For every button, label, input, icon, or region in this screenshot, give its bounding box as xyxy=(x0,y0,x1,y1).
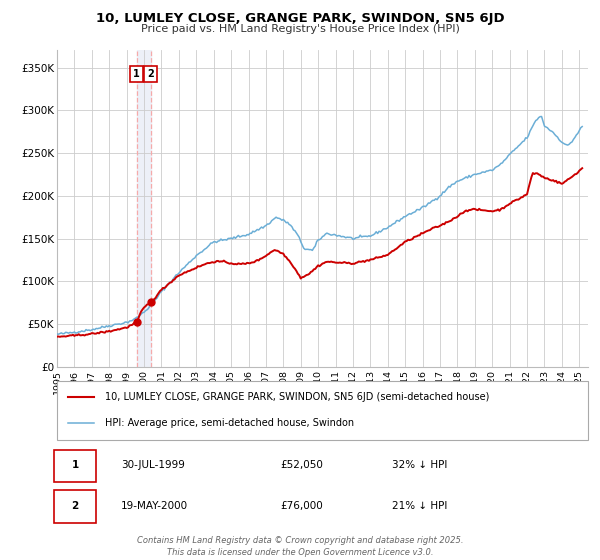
Text: 32% ↓ HPI: 32% ↓ HPI xyxy=(392,460,447,470)
Text: Price paid vs. HM Land Registry's House Price Index (HPI): Price paid vs. HM Land Registry's House … xyxy=(140,24,460,34)
Text: 1: 1 xyxy=(71,460,79,470)
Text: 10, LUMLEY CLOSE, GRANGE PARK, SWINDON, SN5 6JD: 10, LUMLEY CLOSE, GRANGE PARK, SWINDON, … xyxy=(95,12,505,25)
Text: 2: 2 xyxy=(71,501,79,511)
Text: HPI: Average price, semi-detached house, Swindon: HPI: Average price, semi-detached house,… xyxy=(105,418,354,428)
Text: 30-JUL-1999: 30-JUL-1999 xyxy=(121,460,185,470)
FancyBboxPatch shape xyxy=(55,450,96,482)
Bar xyxy=(137,50,151,367)
Text: 21% ↓ HPI: 21% ↓ HPI xyxy=(392,501,447,511)
Text: Contains HM Land Registry data © Crown copyright and database right 2025.
This d: Contains HM Land Registry data © Crown c… xyxy=(137,536,463,557)
Text: 2: 2 xyxy=(147,69,154,80)
FancyBboxPatch shape xyxy=(55,491,96,523)
Text: £52,050: £52,050 xyxy=(280,460,323,470)
Text: 19-MAY-2000: 19-MAY-2000 xyxy=(121,501,188,511)
Text: £76,000: £76,000 xyxy=(280,501,323,511)
Text: 10, LUMLEY CLOSE, GRANGE PARK, SWINDON, SN5 6JD (semi-detached house): 10, LUMLEY CLOSE, GRANGE PARK, SWINDON, … xyxy=(105,392,489,402)
Text: 1: 1 xyxy=(133,69,140,80)
